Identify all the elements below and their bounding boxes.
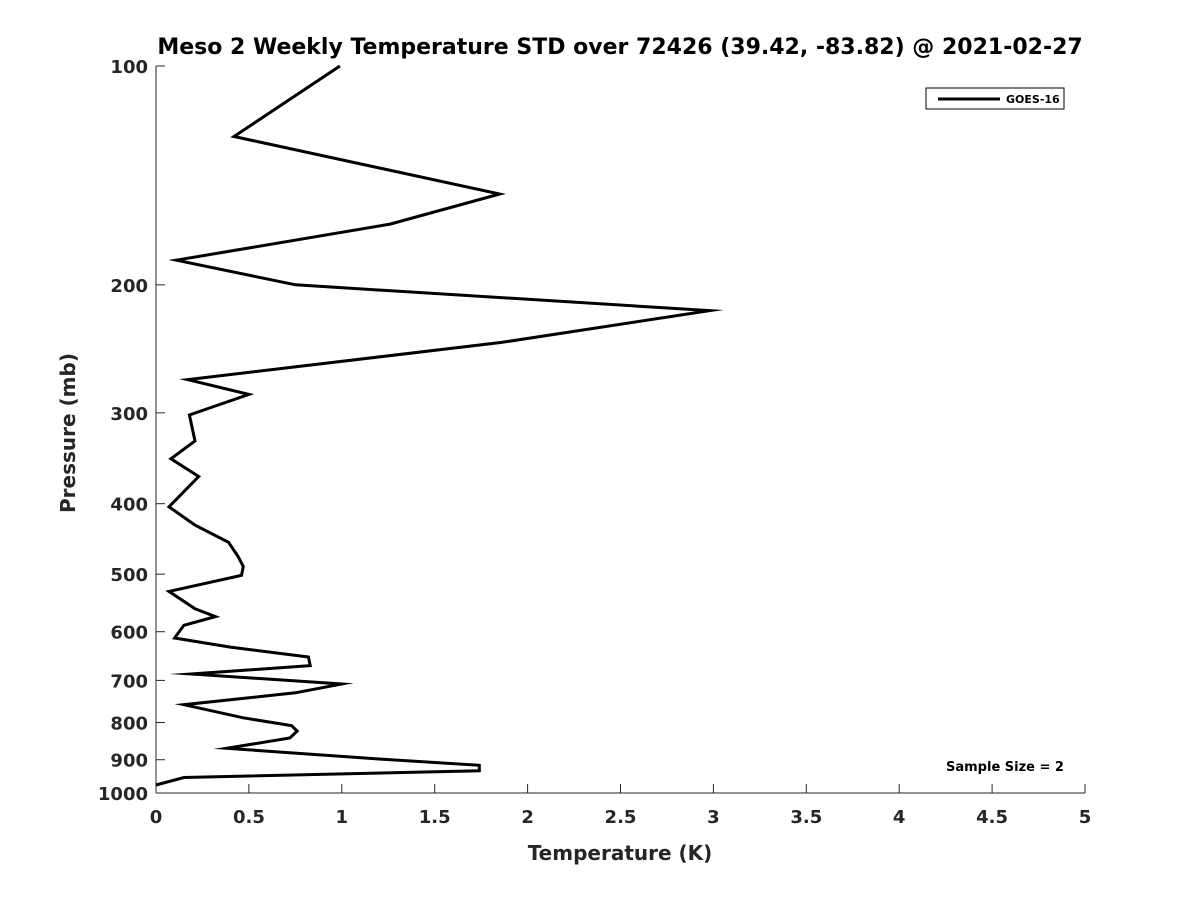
legend-label-goes-16: GOES-16 bbox=[1006, 93, 1060, 106]
y-tick-label: 300 bbox=[110, 404, 148, 425]
x-tick-label: 0.5 bbox=[233, 807, 265, 828]
y-tick-label: 400 bbox=[110, 495, 148, 516]
y-tick-label: 600 bbox=[110, 623, 148, 644]
x-tick-label: 4 bbox=[893, 807, 906, 828]
y-tick-label: 900 bbox=[110, 751, 148, 772]
y-tick-label: 1000 bbox=[98, 784, 148, 805]
x-axis-label: Temperature (K) bbox=[528, 841, 713, 865]
legend: GOES-16 bbox=[925, 87, 1065, 110]
ticks: 0 0.5 1 1.5 2 2.5 3 3.5 4 4.5 5 100 200 300 400 500 600 7… bbox=[98, 57, 1091, 828]
x-tick-label: 1 bbox=[336, 807, 349, 828]
x-tick-label: 4.5 bbox=[976, 807, 1008, 828]
x-tick-label: 3.5 bbox=[790, 807, 822, 828]
x-tick-label: 2.5 bbox=[605, 807, 637, 828]
axes bbox=[155, 66, 1085, 794]
x-tick-label: 1.5 bbox=[419, 807, 451, 828]
x-tick-label: 0 bbox=[150, 807, 163, 828]
x-tick-label: 3 bbox=[707, 807, 720, 828]
y-tick-label: 100 bbox=[110, 57, 148, 78]
y-tick-label: 700 bbox=[110, 671, 148, 692]
series-line-goes-16 bbox=[155, 64, 724, 787]
y-axis-label: Pressure (mb) bbox=[56, 353, 80, 513]
x-tick-label: 5 bbox=[1079, 807, 1092, 828]
y-tick-label: 200 bbox=[110, 276, 148, 297]
sample-size-annotation: Sample Size = 2 bbox=[946, 760, 1064, 775]
y-tick-label: 800 bbox=[110, 714, 148, 735]
x-tick-label: 2 bbox=[521, 807, 534, 828]
series-lines bbox=[155, 64, 724, 787]
y-tick-label: 500 bbox=[110, 565, 148, 586]
chart-title: Meso 2 Weekly Temperature STD over 72426… bbox=[157, 35, 1082, 60]
